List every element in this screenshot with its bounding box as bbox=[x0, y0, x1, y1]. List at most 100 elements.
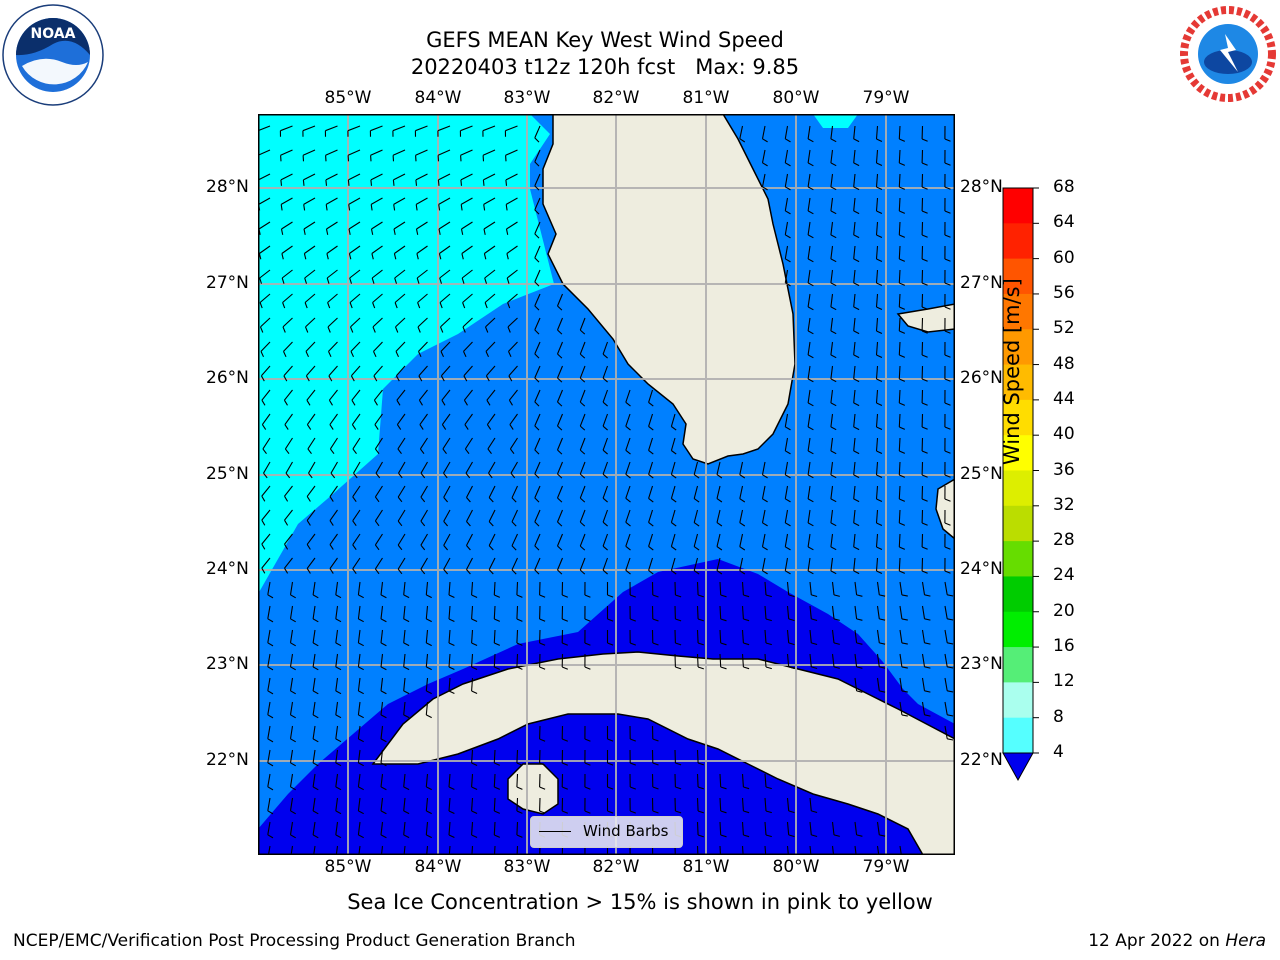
wind-barb-feather bbox=[483, 204, 486, 211]
wind-barb bbox=[556, 437, 564, 451]
wind-barb bbox=[899, 629, 903, 643]
wind-barb bbox=[380, 629, 384, 643]
wind-barb bbox=[418, 341, 428, 352]
wind-barb-feather bbox=[415, 204, 418, 211]
wind-barb-feather bbox=[358, 666, 364, 671]
wind-barb bbox=[306, 413, 316, 425]
wind-barb bbox=[357, 677, 361, 691]
wind-barb bbox=[267, 797, 271, 811]
wind-barb-feather bbox=[448, 618, 455, 622]
wind-barb bbox=[330, 461, 338, 474]
wind-barb-feather bbox=[290, 834, 296, 839]
wind-barb bbox=[784, 485, 789, 499]
wind-barb-feather bbox=[853, 354, 860, 359]
wind-barb bbox=[625, 413, 631, 427]
wind-barb bbox=[493, 773, 496, 788]
wind-barb bbox=[739, 485, 744, 499]
wind-barb-feather bbox=[284, 543, 289, 550]
wind-barb bbox=[471, 653, 474, 668]
wind-barb-feather bbox=[534, 425, 540, 431]
wind-barb-feather bbox=[762, 546, 768, 551]
wind-barb-feather bbox=[876, 354, 883, 358]
wind-barb bbox=[898, 125, 901, 140]
wind-barb-feather bbox=[403, 594, 410, 599]
wind-barb bbox=[898, 437, 901, 452]
wind-barb bbox=[282, 293, 293, 303]
wind-barb bbox=[464, 413, 473, 425]
colorbar-segment bbox=[1003, 329, 1033, 366]
wind-barb bbox=[716, 461, 721, 475]
wind-barb-feather bbox=[899, 258, 906, 262]
wind-barb bbox=[625, 533, 631, 547]
wind-barb bbox=[784, 197, 789, 211]
wind-barb bbox=[307, 437, 316, 450]
wind-barb bbox=[397, 485, 406, 498]
wind-barb bbox=[374, 485, 383, 498]
wind-barb bbox=[764, 797, 767, 812]
colorbar-level-label: 52 bbox=[1053, 318, 1075, 339]
wind-barb-feather bbox=[876, 402, 883, 406]
wind-barb bbox=[335, 653, 339, 667]
wind-barb bbox=[395, 317, 406, 328]
wind-barb bbox=[602, 341, 609, 355]
wind-barb-feather bbox=[494, 786, 501, 790]
wind-barb-feather bbox=[675, 618, 682, 622]
wind-barb bbox=[485, 317, 496, 328]
wind-barb bbox=[395, 341, 406, 352]
wind-barb bbox=[374, 413, 383, 425]
wind-barb bbox=[693, 485, 699, 499]
wind-barb bbox=[534, 269, 541, 283]
lon-label-bottom: 79°W bbox=[862, 857, 910, 877]
wind-barb bbox=[516, 797, 519, 812]
wind-barb bbox=[415, 197, 428, 205]
wind-barb-feather bbox=[335, 690, 342, 695]
wind-barb-feather bbox=[351, 424, 357, 430]
wind-barb-feather bbox=[630, 594, 636, 598]
wind-barb bbox=[306, 509, 316, 521]
wind-barb-feather bbox=[403, 834, 410, 839]
wind-barb-feather bbox=[739, 546, 746, 551]
wind-barb bbox=[786, 605, 790, 619]
wind-barb bbox=[786, 845, 789, 855]
wind-barb bbox=[830, 533, 834, 547]
wind-barb bbox=[784, 269, 789, 283]
wind-barb-feather bbox=[418, 375, 423, 382]
wind-barb bbox=[484, 293, 496, 303]
wind-barb-feather bbox=[716, 546, 723, 551]
wind-barb-feather bbox=[625, 473, 631, 479]
wind-barb-feather bbox=[448, 786, 455, 790]
wind-barb-feather bbox=[716, 570, 723, 575]
wind-barb bbox=[289, 725, 294, 739]
wind-barb-feather bbox=[762, 570, 768, 575]
wind-barb bbox=[809, 845, 812, 855]
wind-barb bbox=[505, 173, 518, 181]
wind-barb-feather bbox=[419, 424, 424, 430]
wind-barb-feather bbox=[380, 834, 387, 839]
wind-barb-feather bbox=[466, 545, 471, 551]
wind-barb bbox=[602, 533, 609, 547]
wind-barb-feather bbox=[785, 570, 791, 575]
wind-barb-feather bbox=[358, 738, 364, 743]
wind-barb-feather bbox=[441, 399, 446, 406]
wind-barb-feather bbox=[697, 594, 704, 598]
wind-barb bbox=[898, 269, 901, 284]
colorbar-level-label: 28 bbox=[1053, 530, 1075, 551]
wind-barb bbox=[380, 677, 384, 691]
wind-barb-feather bbox=[579, 329, 586, 335]
wind-barb bbox=[493, 653, 496, 668]
wind-barb-feather bbox=[856, 690, 863, 693]
wind-barb bbox=[716, 557, 721, 571]
wind-barb bbox=[267, 821, 271, 835]
wind-barb bbox=[830, 509, 834, 523]
wind-barb-feather bbox=[508, 399, 513, 406]
wind-barb bbox=[786, 653, 790, 667]
wind-barb-feather bbox=[463, 375, 468, 382]
wind-barbs-layer bbox=[258, 125, 954, 855]
wind-barb bbox=[739, 533, 744, 547]
wind-barb bbox=[696, 773, 699, 788]
wind-barb bbox=[305, 317, 316, 328]
wind-barb bbox=[462, 317, 473, 328]
wind-barb-feather bbox=[830, 402, 837, 407]
wind-barb-feather bbox=[648, 473, 654, 479]
wind-barb bbox=[482, 149, 496, 156]
